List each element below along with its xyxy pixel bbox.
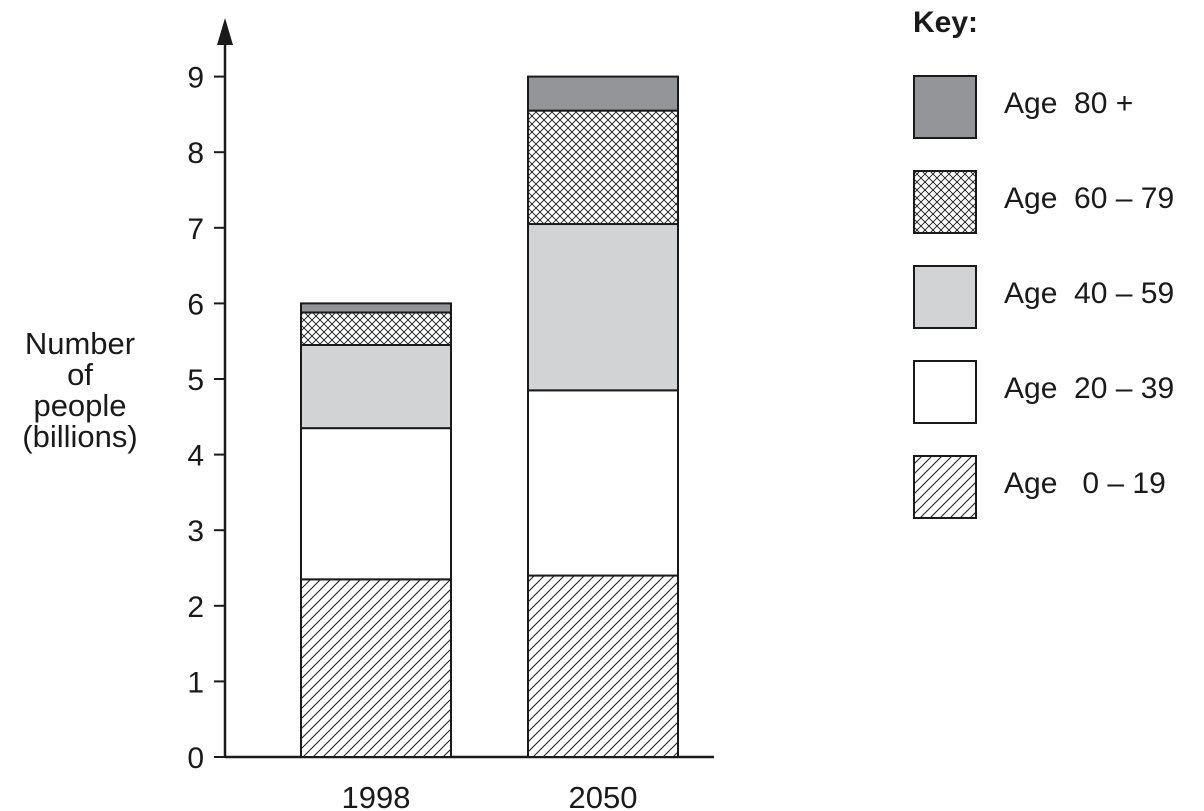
y-axis-label-line: Number [24, 326, 136, 361]
legend-item: Age 40 – 59 [913, 265, 1203, 329]
legend-label: Age 60 – 79 [1004, 182, 1175, 215]
bar-segment [527, 75, 679, 112]
bar-segment [527, 574, 679, 758]
legend-item: Age 0 – 19 [913, 455, 1203, 519]
legend-swatch [913, 360, 977, 424]
y-tick-label: 2 [187, 591, 204, 624]
legend-swatch [913, 455, 977, 519]
y-tick-label: 8 [187, 137, 204, 170]
bar-segment [527, 223, 679, 392]
y-tick-label: 4 [187, 440, 204, 473]
bar-segment [527, 109, 679, 226]
legend-item: Age 60 – 79 [913, 170, 1203, 234]
y-axis-label-line: (billions) [22, 419, 138, 454]
x-tick-label: 2050 [569, 780, 638, 811]
y-axis-label-line: of [67, 357, 93, 392]
x-tick-label: 1998 [342, 780, 411, 811]
y-tick-label: 0 [187, 742, 204, 775]
bar-segment [300, 427, 452, 581]
y-axis-label-line: people [33, 388, 127, 423]
legend-swatch [913, 170, 977, 234]
y-tick-label: 6 [187, 288, 204, 321]
legend-swatch [913, 75, 977, 139]
bar-segment [527, 389, 679, 577]
y-tick-label: 7 [187, 213, 204, 246]
y-axis-arrow [217, 18, 233, 45]
legend-item: Age 80 + [913, 75, 1203, 139]
bar-segment [300, 311, 452, 346]
bar-segment [300, 343, 452, 430]
legend-label: Age 40 – 59 [1004, 277, 1175, 310]
y-axis-label: Number of people (billions) [0, 328, 160, 452]
legend-swatch [913, 265, 977, 329]
bar-segment [300, 302, 452, 314]
bars [300, 75, 679, 759]
legend-title: Key: [913, 6, 979, 39]
y-tick-label: 3 [187, 515, 204, 548]
legend-label: Age 0 – 19 [1004, 467, 1166, 500]
y-tick-label: 1 [187, 666, 204, 699]
y-tick-label: 9 [187, 62, 204, 95]
legend-label: Age 20 – 39 [1004, 372, 1175, 405]
legend-item: Age 20 – 39 [913, 360, 1203, 424]
y-tick-label: 5 [187, 364, 204, 397]
legend-label: Age 80 + [1004, 87, 1134, 120]
tick-labels: 0 1 2 3 4 5 6 7 8 9 1998 2050 [187, 62, 637, 811]
bar-segment [300, 578, 452, 759]
